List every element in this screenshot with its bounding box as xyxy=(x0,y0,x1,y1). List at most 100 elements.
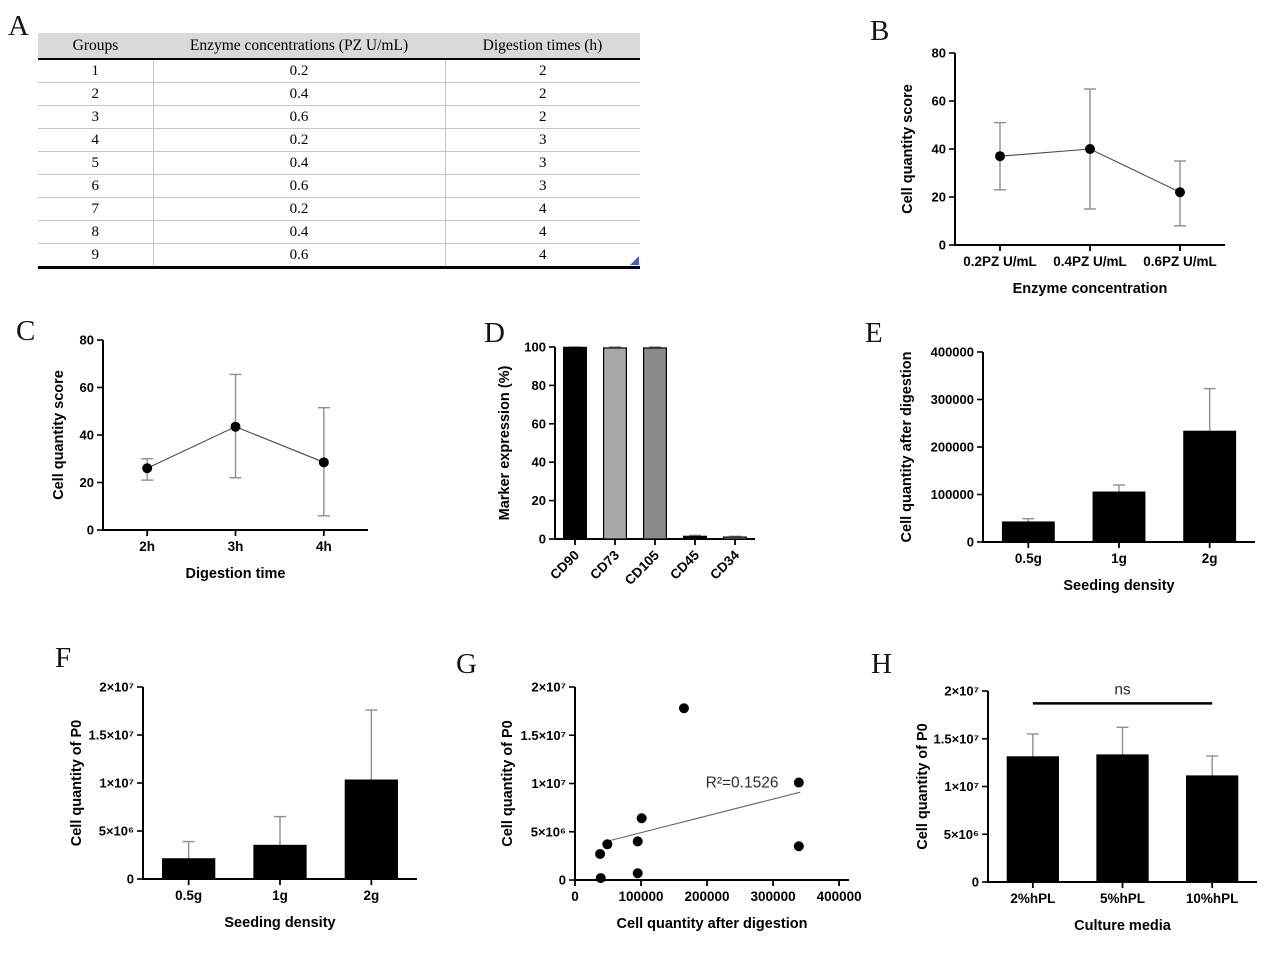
table-cell: 3 xyxy=(445,128,640,152)
panel-letter-c: C xyxy=(16,315,36,347)
panel-e-cell-quantity-digestion-chart: E 0 100000 200000 300000 400000 0.5g 1g 2g Seedi… xyxy=(820,300,1269,606)
data-point xyxy=(793,841,804,852)
bar xyxy=(1186,775,1239,883)
y-tick-label: 80 xyxy=(80,333,94,348)
cell-quantity-p0-seeding-chart: 0 5×10⁶ 1×10⁷ 1.5×10⁷ 2×10⁷ 0.5g 1g 2g Seeding d… xyxy=(69,680,417,931)
y-axis-label: Cell quantity score xyxy=(900,84,916,214)
table-cell: 0.6 xyxy=(153,105,446,129)
table-cell: 0.6 xyxy=(153,174,446,198)
significance-label: ns xyxy=(1114,681,1131,698)
r-squared-annotation: R²=0.1526 xyxy=(706,774,779,791)
x-tick-label: 2%hPL xyxy=(1010,891,1055,906)
panel-letter-g: G xyxy=(456,648,477,680)
table-cell: 3 xyxy=(445,174,640,198)
table-resize-handle-icon xyxy=(630,256,639,265)
data-point xyxy=(636,813,647,824)
table-cell: 6 xyxy=(38,174,154,198)
x-tick-label: 200000 xyxy=(685,889,730,904)
table-cell: 0.4 xyxy=(153,220,446,244)
enzyme-concentration-chart: 0 20 40 60 80 0.2PZ U/mL 0.4PZ U/mL 0.6PZ U/mL E… xyxy=(900,46,1225,297)
table-row: 1 0.2 2 xyxy=(38,59,640,83)
y-tick-label: 0 xyxy=(967,535,974,550)
y-tick-label: 2×10⁷ xyxy=(99,680,134,695)
groups-table-wrap: Groups Enzyme concentrations (PZ U/mL) Dig… xyxy=(38,33,640,269)
table-cell: 8 xyxy=(38,220,154,244)
data-point xyxy=(793,777,804,788)
x-axis-label: Culture media xyxy=(1074,918,1172,934)
x-tick-label: 100000 xyxy=(618,889,663,904)
data-point xyxy=(142,463,153,474)
x-tick-label: 0.5g xyxy=(175,888,202,903)
panel-letter-f: F xyxy=(55,642,72,674)
table-cell: 0.2 xyxy=(153,59,446,83)
column-header: Groups xyxy=(38,33,153,60)
culture-media-chart: 0 5×10⁶ 1×10⁷ 1.5×10⁷ 2×10⁷ 2%hPL 5%hPL 10%hPL n… xyxy=(915,681,1257,934)
table-cell: 4 xyxy=(539,246,547,263)
y-tick-label: 60 xyxy=(532,416,546,431)
x-tick-label: 3h xyxy=(228,539,244,554)
data-point xyxy=(602,839,613,850)
y-tick-label: 0 xyxy=(559,873,566,888)
y-tick-label: 100000 xyxy=(931,487,974,502)
x-tick-label: CD34 xyxy=(707,547,742,582)
data-point xyxy=(595,873,606,884)
y-tick-label: 0 xyxy=(127,872,134,887)
y-axis-label: Cell quantity of P0 xyxy=(915,723,931,850)
x-tick-label: 0 xyxy=(571,889,579,904)
x-tick-label: 2g xyxy=(363,888,379,903)
y-tick-label: 2×10⁷ xyxy=(944,684,979,699)
y-tick-label: 5×10⁶ xyxy=(531,824,566,839)
x-tick-label: 10%hPL xyxy=(1186,891,1239,906)
x-tick-label: 1g xyxy=(272,888,288,903)
y-axis-label: Cell quantity after digestion xyxy=(899,352,915,543)
y-tick-label: 80 xyxy=(532,378,546,393)
y-tick-label: 60 xyxy=(932,94,946,109)
y-tick-label: 5×10⁶ xyxy=(944,827,979,842)
groups-table: Groups Enzyme concentrations (PZ U/mL) Dig… xyxy=(38,33,640,269)
correlation-scatter-chart: 0 5×10⁶ 1×10⁷ 1.5×10⁷ 2×10⁷ 0 100000 200000 3000… xyxy=(500,680,862,933)
table-cell: 2 xyxy=(445,105,640,129)
panel-h-culture-media-chart: H 0 5×10⁶ 1×10⁷ 1.5×10⁷ 2×10⁷ 2%hPL 5%hPL 10%hP… xyxy=(860,630,1269,956)
digestion-time-chart: 0 20 40 60 80 2h 3h 4h Digestion time Cell quanti… xyxy=(51,333,368,582)
y-tick-label: 100 xyxy=(524,340,546,355)
x-axis-label: Cell quantity after digestion xyxy=(617,916,808,932)
column-header: Digestion times (h) xyxy=(445,33,640,60)
data-point xyxy=(1175,187,1185,198)
bar xyxy=(1096,754,1149,883)
y-axis-label: Cell quantity score xyxy=(51,370,67,500)
bar xyxy=(1001,521,1055,543)
x-tick-label: 300000 xyxy=(751,889,796,904)
data-point xyxy=(595,848,606,859)
table-row: 2 0.4 2 xyxy=(38,82,640,106)
table-cell: 1 xyxy=(38,59,154,83)
trend-line xyxy=(602,791,801,843)
table-cell: 3 xyxy=(445,151,640,175)
y-axis-label: Cell quantity of P0 xyxy=(500,720,516,847)
table-row: 3 0.6 2 xyxy=(38,105,640,129)
y-tick-label: 60 xyxy=(80,380,94,395)
x-tick-label: CD45 xyxy=(667,547,702,582)
data-point xyxy=(678,703,689,714)
table-cell: 0.2 xyxy=(153,197,446,221)
y-axis-label: Marker expression (%) xyxy=(497,365,513,520)
table-cell: 7 xyxy=(38,197,154,221)
bar xyxy=(1006,756,1059,883)
table-row: 6 0.6 3 xyxy=(38,174,640,198)
bar xyxy=(253,844,307,880)
y-tick-label: 40 xyxy=(932,142,946,157)
table-cell: 4 xyxy=(445,220,640,244)
y-tick-label: 40 xyxy=(80,428,94,443)
x-tick-label: 0.6PZ U/mL xyxy=(1143,254,1217,269)
y-tick-label: 1×10⁷ xyxy=(99,776,134,791)
y-tick-label: 80 xyxy=(932,46,946,61)
x-tick-label: 400000 xyxy=(817,889,862,904)
y-tick-label: 400000 xyxy=(931,345,974,360)
x-tick-label: 2g xyxy=(1202,551,1218,566)
x-tick-label: CD73 xyxy=(587,547,622,582)
y-tick-label: 20 xyxy=(532,493,546,508)
table-cell: 0.2 xyxy=(153,128,446,152)
y-tick-label: 2×10⁷ xyxy=(531,680,566,695)
table-cell: 0.6 xyxy=(153,243,446,268)
cell-quantity-after-digestion-chart: 0 100000 200000 300000 400000 0.5g 1g 2g Seeding… xyxy=(899,345,1255,594)
y-tick-label: 1.5×10⁷ xyxy=(521,728,567,743)
